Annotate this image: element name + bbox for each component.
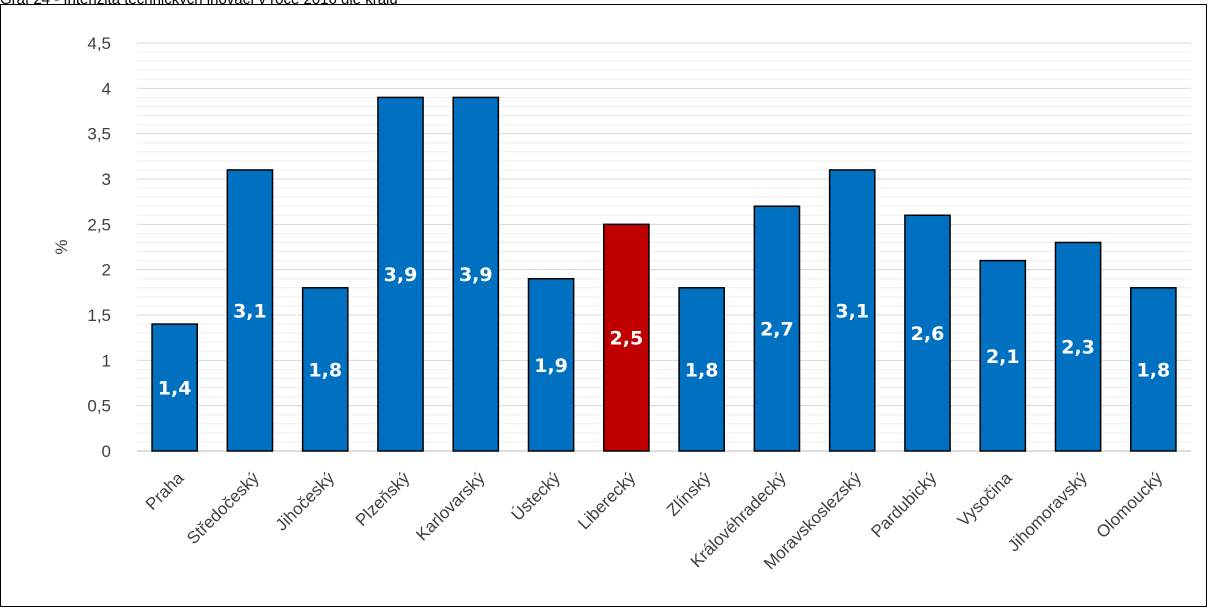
data-label: 1,9	[534, 355, 568, 377]
category-label: Jihomoravský	[1004, 468, 1091, 555]
category-label: Olomoucký	[1093, 468, 1167, 542]
category-label: Praha	[142, 468, 188, 514]
data-label: 1,4	[158, 378, 192, 400]
y-axis-title: %	[52, 239, 71, 254]
category-label: Zlínský	[663, 468, 715, 520]
bar-6	[527, 277, 575, 452]
data-label: 2,6	[911, 323, 945, 345]
bar-5	[452, 96, 500, 452]
data-label: 1,8	[685, 359, 719, 381]
bar-3	[301, 287, 349, 452]
bar-1	[151, 323, 198, 452]
data-label: 1,8	[1137, 359, 1171, 381]
data-label: 3,9	[384, 264, 418, 286]
category-label: Jihočeský	[272, 468, 339, 535]
bar-chart: 0 0,5 1 1,5 2 2,5 3 3,5 4 4,5% 1,4 Praha 3,1 Středoče…	[52, 34, 1191, 573]
data-label: 2,1	[986, 346, 1020, 368]
y-tick-label: 1	[102, 351, 111, 370]
y-tick-label: 4,5	[87, 34, 111, 53]
bar-4	[377, 96, 424, 452]
y-tick-label: 4	[102, 79, 111, 98]
bar-7	[603, 223, 650, 452]
data-label: 3,1	[835, 300, 869, 322]
data-label: 2,7	[760, 319, 794, 341]
y-tick-label: 2,5	[87, 215, 111, 234]
bar-14	[1130, 287, 1177, 452]
bar-11	[904, 214, 951, 452]
data-label: 3,1	[233, 300, 267, 322]
bar-2	[226, 169, 274, 452]
chart-frame: 0 0,5 1 1,5 2 2,5 3 3,5 4 4,5% 1,4 Praha 3,1 Středoče…	[0, 4, 1207, 607]
y-tick-label: 3	[102, 170, 111, 189]
category-label: Liberecký	[574, 468, 639, 533]
y-tick-label: 0,5	[87, 397, 111, 416]
bar-9	[753, 205, 801, 452]
y-tick-label: 3,5	[87, 125, 111, 144]
bar-10	[828, 169, 876, 452]
y-tick-label: 2	[102, 261, 111, 280]
y-tick-label: 0	[102, 442, 111, 461]
category-label: Vysočina	[954, 468, 1016, 530]
bar-12	[979, 259, 1027, 452]
category-label: Pardubický	[867, 468, 940, 541]
category-label: Středočeský	[183, 468, 263, 548]
category-label: Plzeňský	[352, 468, 414, 530]
data-label: 2,5	[610, 328, 644, 350]
data-label: 1,8	[308, 359, 342, 381]
bar-8	[678, 287, 725, 452]
data-label: 3,9	[459, 264, 493, 286]
category-label: Karlovarský	[412, 468, 489, 545]
data-label: 2,3	[1061, 337, 1095, 359]
bar-13	[1054, 241, 1102, 452]
category-label: Ústecký	[508, 468, 565, 525]
y-tick-label: 1,5	[87, 306, 111, 325]
